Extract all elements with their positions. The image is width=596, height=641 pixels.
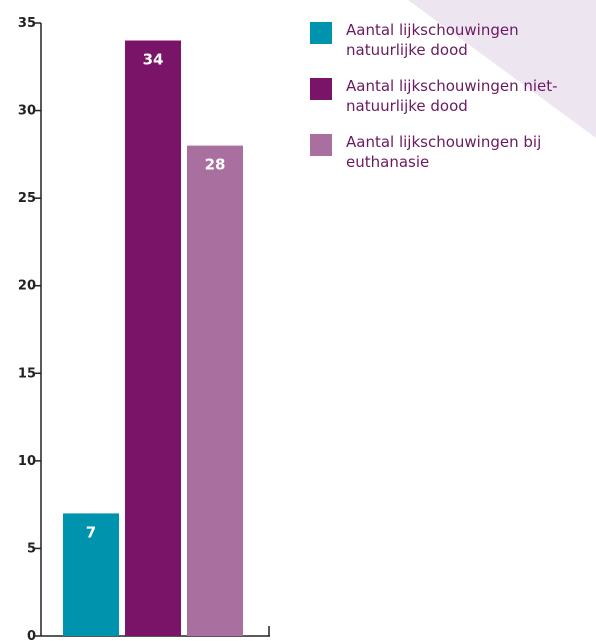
y-tick-label: 25 (18, 191, 36, 206)
legend-item-euthanasia: Aantal lijkschouwingen bij euthanasie (310, 132, 596, 172)
legend-swatch (310, 78, 332, 100)
y-tick-label: 30 (18, 104, 36, 119)
bar (125, 40, 181, 637)
y-tick-label: 15 (18, 366, 36, 381)
legend-item-unnatural-death: Aantal lijkschouwingen niet-natuurlijke … (310, 76, 596, 116)
bar-value-label: 28 (205, 156, 226, 174)
y-tick-label: 20 (18, 279, 36, 294)
legend-label: Aantal lijkschouwingen natuurlijke dood (346, 21, 519, 59)
legend-swatch (310, 22, 332, 44)
legend-label: Aantal lijkschouwingen niet-natuurlijke … (346, 77, 558, 115)
y-tick-label: 0 (27, 629, 36, 641)
bar-value-label: 7 (86, 523, 96, 541)
y-tick-label: 35 (18, 16, 36, 31)
bar (63, 513, 119, 636)
y-axis-ticks: 0 5 10 15 20 25 30 35 (18, 16, 41, 641)
chart-value-labels: 7 34 28 (86, 51, 226, 542)
chart-bars (63, 40, 243, 637)
y-tick-label: 5 (27, 541, 36, 556)
legend-swatch (310, 134, 332, 156)
bar-value-label: 34 (143, 51, 164, 69)
y-tick-label: 10 (18, 454, 36, 469)
legend-item-natural-death: Aantal lijkschouwingen natuurlijke dood (310, 20, 596, 60)
legend-label: Aantal lijkschouwingen bij euthanasie (346, 133, 542, 171)
chart-legend: Aantal lijkschouwingen natuurlijke dood … (310, 20, 596, 188)
bar (187, 145, 243, 636)
